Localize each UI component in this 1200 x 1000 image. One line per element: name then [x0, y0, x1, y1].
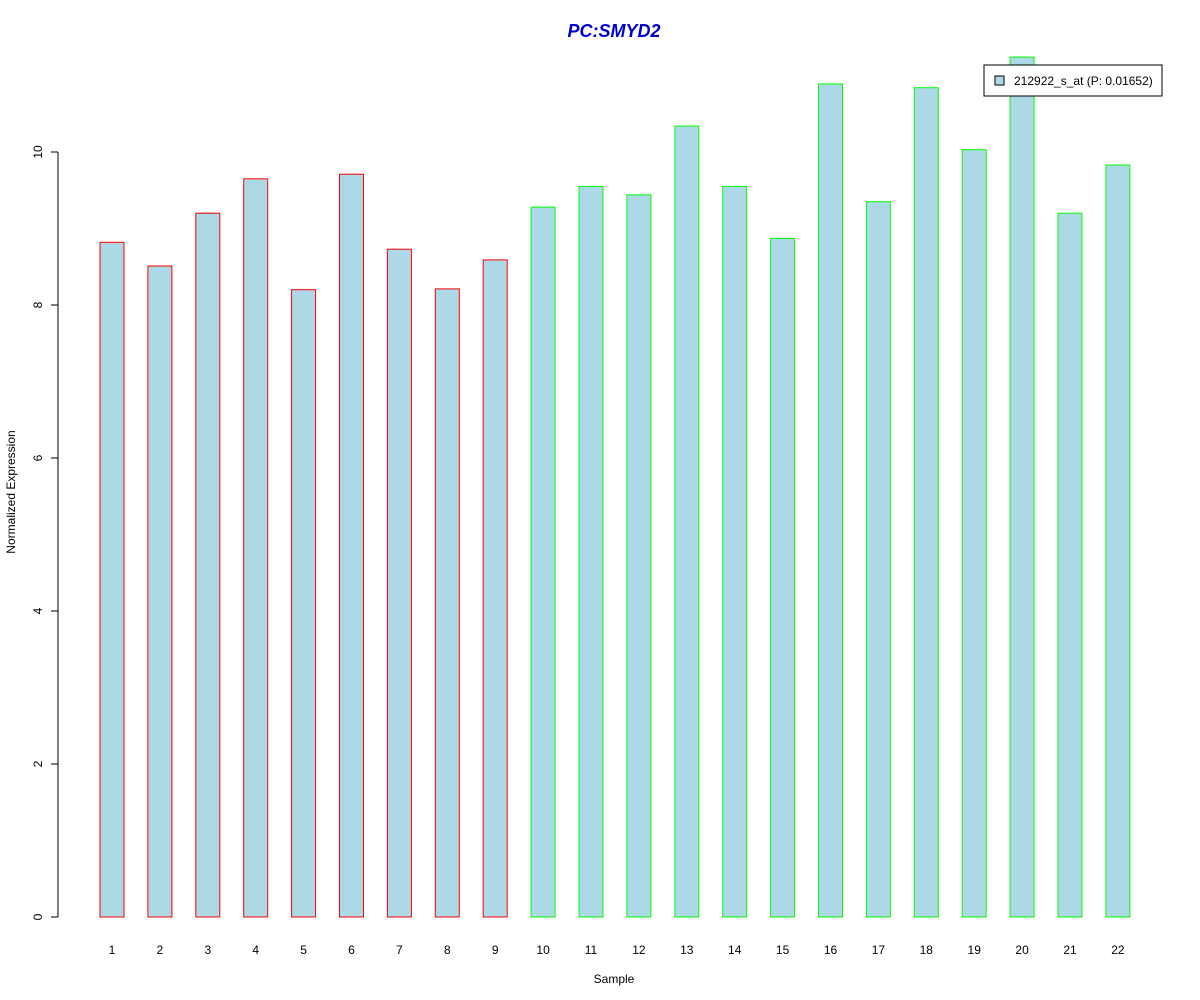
legend: 212922_s_at (P: 0.01652) [983, 64, 1163, 97]
bar-sample-8 [434, 288, 460, 918]
bar-sample-17 [865, 201, 891, 918]
x-tick-label: 8 [444, 943, 451, 957]
x-tick-label: 22 [1111, 943, 1125, 957]
bar-sample-13 [674, 125, 700, 918]
x-tick-label: 15 [776, 943, 790, 957]
y-ticks: 0 2 4 6 8 10 [31, 145, 58, 920]
x-tick-label: 2 [157, 943, 164, 957]
x-tick-label: 14 [728, 943, 742, 957]
y-tick-label: 6 [31, 454, 45, 461]
x-tick-label: 16 [824, 943, 838, 957]
x-tick-label: 12 [632, 943, 646, 957]
y-tick-label: 4 [31, 607, 45, 614]
bar-sample-15 [770, 237, 796, 918]
bar-sample-6 [339, 173, 364, 918]
bar-sample-12 [626, 194, 652, 918]
x-axis-label: Sample [594, 972, 635, 986]
x-tick-label: 17 [872, 943, 886, 957]
x-tick-label: 13 [680, 943, 694, 957]
bar-sample-5 [291, 289, 317, 918]
x-tick-label: 3 [204, 943, 211, 957]
x-tick-label: 11 [585, 943, 598, 957]
x-tick-label: 6 [348, 943, 355, 957]
bar-sample-20 [1009, 56, 1035, 918]
chart-title: PC:SMYD2 [567, 21, 660, 41]
x-tick-label: 5 [300, 943, 307, 957]
bar-sample-16 [818, 83, 843, 918]
x-tick-label: 1 [109, 943, 116, 957]
bar-sample-14 [722, 185, 748, 918]
y-tick-label: 8 [31, 301, 45, 308]
legend-swatch [994, 75, 1005, 86]
x-tick-label: 4 [252, 943, 259, 957]
legend-label: 212922_s_at (P: 0.01652) [1014, 74, 1153, 88]
bar-sample-11 [578, 185, 604, 918]
x-tick-label: 21 [1063, 943, 1077, 957]
y-tick-label: 2 [31, 760, 45, 767]
bar-sample-18 [913, 87, 939, 918]
bar-sample-10 [530, 206, 556, 918]
legend-box [983, 64, 1163, 97]
bar-sample-22 [1105, 164, 1131, 918]
y-tick-label: 0 [31, 913, 45, 920]
bar-sample-3 [195, 212, 221, 918]
x-tick-label: 19 [968, 943, 982, 957]
x-tick-label: 9 [492, 943, 499, 957]
bars [99, 56, 1131, 918]
bar-sample-2 [147, 265, 173, 918]
x-tick-labels: 1 2 3 4 5 6 7 8 9 10 11 12 13 14 15 16 17 18 19 20 21 22 [109, 943, 1125, 957]
bar-sample-1 [99, 241, 125, 918]
x-tick-label: 10 [536, 943, 550, 957]
y-axis-label: Normalized Expression [4, 430, 18, 553]
x-tick-label: 18 [920, 943, 934, 957]
y-tick-label: 10 [31, 145, 45, 159]
bar-sample-19 [961, 149, 987, 918]
bar-sample-4 [243, 178, 269, 918]
bar-sample-9 [482, 259, 508, 918]
x-tick-label: 7 [396, 943, 403, 957]
x-tick-label: 20 [1015, 943, 1029, 957]
bar-sample-21 [1057, 212, 1083, 918]
bar-sample-7 [386, 248, 412, 918]
